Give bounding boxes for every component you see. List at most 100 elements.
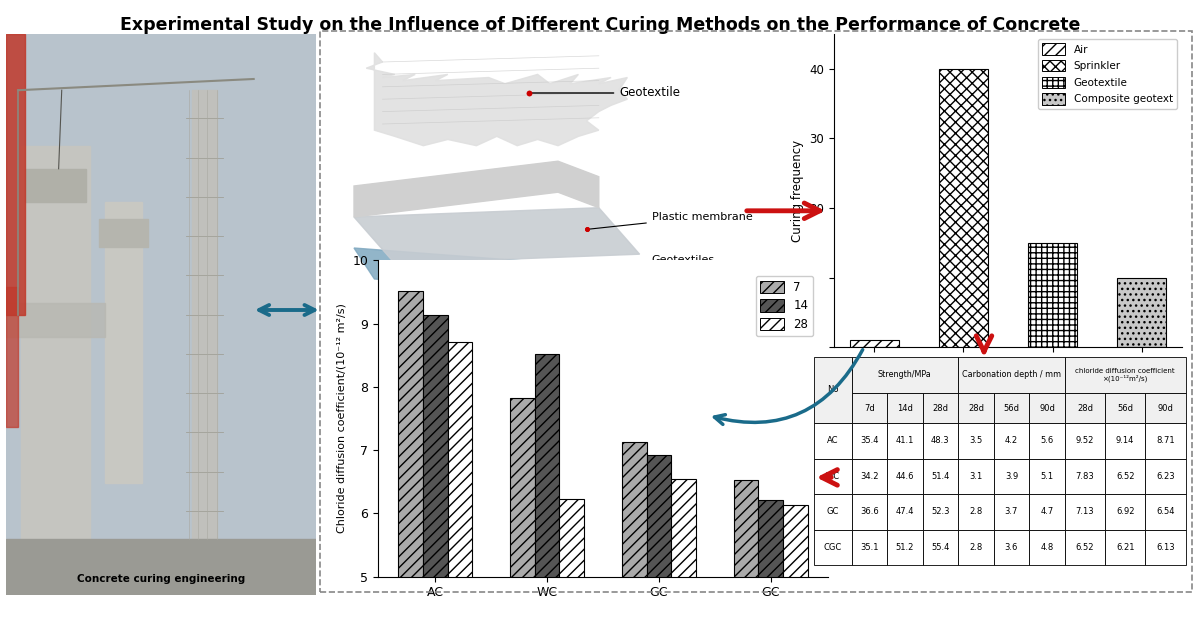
Bar (448, 342, 473, 620)
Bar (938, 69, 988, 347)
Bar (994, 393, 1030, 423)
Bar (192, 90, 216, 539)
Bar (994, 459, 1030, 494)
Bar (1145, 393, 1186, 423)
Bar (6, 34, 24, 314)
Bar (98, 219, 149, 247)
Bar (814, 494, 852, 529)
Text: Strength/MPa: Strength/MPa (878, 370, 931, 379)
Bar (1105, 423, 1145, 459)
Bar (1030, 423, 1064, 459)
Text: 6.13: 6.13 (1156, 543, 1175, 552)
Text: 3.7: 3.7 (1004, 507, 1018, 516)
Text: 9.14: 9.14 (1116, 436, 1134, 445)
Text: 56d: 56d (1117, 404, 1133, 413)
Bar (647, 455, 671, 620)
Bar (1030, 529, 1064, 565)
Polygon shape (366, 53, 628, 146)
Bar (1145, 494, 1186, 529)
Text: Experimental Study on the Influence of Different Curing Methods on the Performan: Experimental Study on the Influence of D… (120, 16, 1080, 33)
Bar (850, 340, 899, 347)
Bar (958, 494, 994, 529)
Bar (782, 505, 808, 620)
Text: 3.6: 3.6 (1004, 543, 1018, 552)
Text: 4.8: 4.8 (1040, 543, 1054, 552)
Text: Geotextile: Geotextile (533, 87, 680, 99)
Text: 52.3: 52.3 (931, 507, 949, 516)
Bar (1064, 356, 1186, 393)
Text: Carbonation depth / mm: Carbonation depth / mm (962, 370, 1061, 379)
Legend: Air, Sprinkler, Geotextile, Composite geotext: Air, Sprinkler, Geotextile, Composite ge… (1038, 39, 1177, 108)
Text: 28d: 28d (932, 404, 948, 413)
Text: 44.6: 44.6 (895, 472, 914, 481)
Text: 6.52: 6.52 (1075, 543, 1094, 552)
Bar (923, 494, 958, 529)
Bar (887, 459, 923, 494)
Bar (1064, 529, 1105, 565)
Bar (1105, 393, 1145, 423)
Bar (106, 202, 143, 483)
Bar (994, 494, 1030, 529)
Bar (1030, 494, 1064, 529)
Bar (852, 393, 887, 423)
Y-axis label: Chloride diffusion coefficient/(10⁻¹² m²/s): Chloride diffusion coefficient/(10⁻¹² m²… (337, 304, 347, 533)
Bar (1105, 494, 1145, 529)
Bar (923, 423, 958, 459)
Bar (671, 479, 696, 620)
Bar (22, 146, 90, 551)
Text: 6.21: 6.21 (1116, 543, 1134, 552)
Text: 56d: 56d (1003, 404, 1020, 413)
Text: AC: AC (827, 436, 839, 445)
Text: 14d: 14d (896, 404, 913, 413)
Text: 7.83: 7.83 (1075, 472, 1094, 481)
Bar (887, 423, 923, 459)
Bar (852, 356, 958, 393)
Text: 36.6: 36.6 (860, 507, 878, 516)
Bar (1105, 529, 1145, 565)
Bar (958, 423, 994, 459)
Text: 7.13: 7.13 (1075, 507, 1094, 516)
Text: GC: GC (827, 507, 839, 516)
Text: 90d: 90d (1158, 404, 1174, 413)
Y-axis label: Curing frequency: Curing frequency (791, 140, 804, 242)
Bar (1064, 423, 1105, 459)
Text: 41.1: 41.1 (895, 436, 914, 445)
Bar (814, 459, 852, 494)
Text: 51.4: 51.4 (931, 472, 949, 481)
Bar (852, 459, 887, 494)
Text: 28d: 28d (1076, 404, 1093, 413)
Bar (1064, 393, 1105, 423)
Text: 6.92: 6.92 (1116, 507, 1134, 516)
Legend: 7, 14, 28: 7, 14, 28 (756, 276, 814, 336)
Bar (923, 529, 958, 565)
Text: 5.1: 5.1 (1040, 472, 1054, 481)
Bar (758, 500, 782, 620)
Bar (852, 529, 887, 565)
Text: 35.1: 35.1 (860, 543, 878, 552)
Text: 55.4: 55.4 (931, 543, 949, 552)
Text: 5.6: 5.6 (1040, 436, 1054, 445)
Bar (622, 442, 647, 620)
Bar (1028, 243, 1078, 347)
Text: 6.23: 6.23 (1156, 472, 1175, 481)
Bar (1145, 459, 1186, 494)
Text: 4.7: 4.7 (1040, 507, 1054, 516)
Bar (958, 459, 994, 494)
Bar (6, 303, 106, 337)
Bar (424, 315, 448, 620)
Bar (559, 499, 584, 620)
Text: 2.8: 2.8 (970, 543, 983, 552)
Text: 51.2: 51.2 (895, 543, 914, 552)
Bar (887, 494, 923, 529)
Bar (1064, 494, 1105, 529)
Text: 3.5: 3.5 (970, 436, 983, 445)
Bar (24, 169, 86, 202)
Text: 6.52: 6.52 (1116, 472, 1134, 481)
Text: 48.3: 48.3 (931, 436, 949, 445)
Bar (814, 423, 852, 459)
Bar (958, 529, 994, 565)
Bar (814, 356, 852, 423)
Bar (923, 393, 958, 423)
Bar (1030, 393, 1064, 423)
Text: Concrete curing engineering: Concrete curing engineering (77, 574, 245, 584)
